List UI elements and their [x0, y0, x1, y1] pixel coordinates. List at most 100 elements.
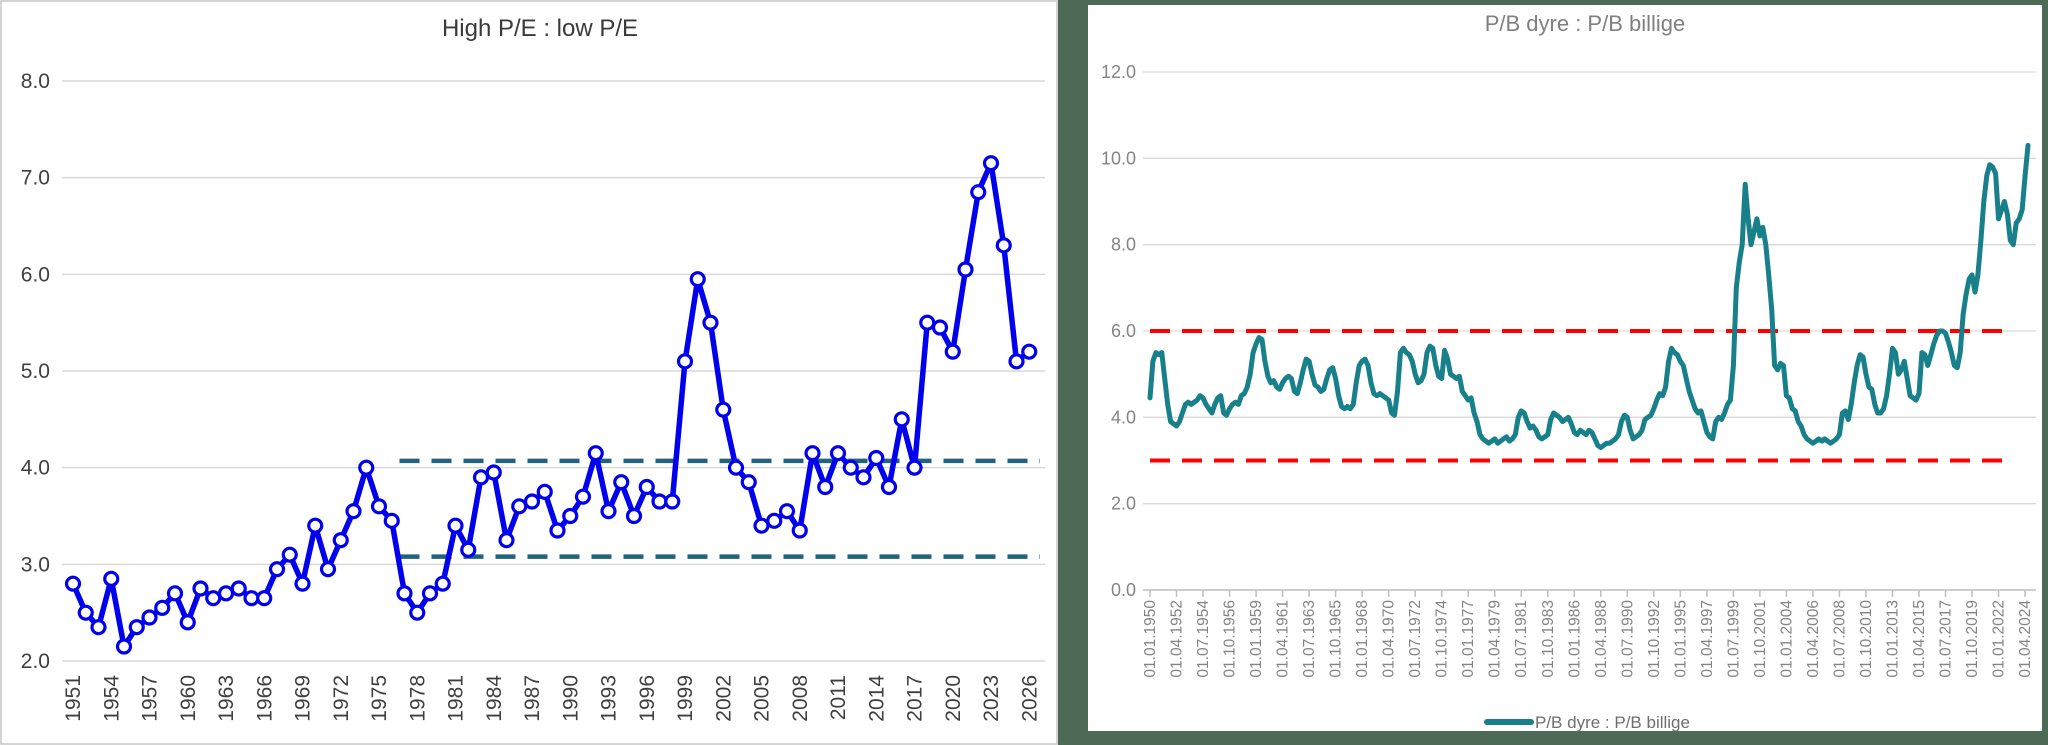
left-x-axis-labels: 1951 1954 1957 1960 1963 1966 1969 1972 1975 1978… — [62, 675, 1041, 722]
x-tick-label: 1984 — [483, 675, 506, 722]
data-point-marker — [740, 474, 757, 491]
x-tick-label: 01.04.1952 — [1169, 600, 1186, 678]
x-tick-label: 1987 — [521, 675, 544, 722]
data-point-marker — [791, 522, 808, 539]
x-tick-label: 2005 — [751, 675, 774, 722]
x-tick-label: 1978 — [406, 675, 429, 722]
data-point-marker — [523, 493, 541, 510]
x-tick-label: 1999 — [674, 675, 697, 722]
x-tick-label: 1951 — [62, 675, 85, 722]
x-tick-label: 01.10.2001 — [1752, 600, 1769, 678]
x-tick-label: 2026 — [1018, 675, 1041, 722]
data-point-marker — [128, 619, 145, 636]
data-point-marker — [625, 507, 643, 525]
data-point-marker — [651, 493, 668, 510]
left-chart-panel — [0, 0, 1058, 745]
data-point-marker — [472, 469, 490, 486]
x-tick-label: 1975 — [368, 675, 391, 722]
data-point-marker — [549, 522, 566, 539]
data-point-marker — [421, 585, 439, 602]
data-point-marker — [179, 614, 196, 631]
legend-label: P/B dyre : P/B billige — [1535, 713, 1690, 732]
data-point-marker — [842, 459, 859, 476]
data-point-marker — [268, 561, 286, 578]
data-point-marker — [893, 411, 910, 428]
x-tick-label: 01.07.1954 — [1195, 600, 1212, 678]
x-tick-label: 01.01.1995 — [1672, 600, 1689, 678]
x-tick-label: 2011 — [827, 675, 850, 720]
data-point-marker — [702, 314, 719, 331]
data-point-marker — [307, 517, 324, 534]
y-tick-label: 5.0 — [21, 360, 50, 383]
x-tick-label: 01.04.2006 — [1805, 600, 1822, 678]
x-tick-label: 1969 — [292, 675, 315, 722]
x-tick-label: 01.04.2015 — [1911, 600, 1928, 678]
x-tick-label: 01.07.1972 — [1407, 600, 1424, 678]
data-point-marker — [906, 459, 923, 476]
y-tick-label: 12.0 — [1101, 62, 1136, 82]
x-tick-label: 1990 — [559, 675, 582, 722]
data-point-marker — [166, 585, 184, 602]
y-tick-label: 3.0 — [21, 553, 50, 576]
right-y-axis-labels: 12.0 10.0 8.0 6.0 4.0 2.0 0.0 — [1101, 62, 1136, 600]
x-tick-label: 01.07.2008 — [1831, 600, 1848, 678]
y-tick-label: 7.0 — [21, 167, 50, 190]
data-point-marker — [243, 590, 260, 607]
y-tick-label: 8.0 — [1111, 235, 1136, 255]
data-point-marker — [613, 474, 630, 491]
x-tick-label: 01.01.1959 — [1248, 600, 1265, 678]
left-reference-lines — [399, 458, 1040, 559]
x-tick-label: 1972 — [330, 675, 353, 722]
x-tick-label: 1966 — [253, 675, 276, 722]
data-point-marker — [230, 580, 247, 597]
data-point-marker — [817, 478, 834, 496]
y-tick-label: 4.0 — [21, 457, 50, 480]
x-tick-label: 01.01.1968 — [1354, 600, 1371, 678]
data-point-marker — [600, 503, 617, 520]
x-tick-label: 1981 — [445, 675, 468, 722]
data-point-marker — [931, 319, 949, 336]
pb-ratio-line — [1147, 142, 2031, 450]
x-tick-label: 01.10.2010 — [1858, 600, 1875, 678]
data-point-marker — [141, 609, 158, 626]
x-tick-label: 01.04.1961 — [1275, 600, 1292, 678]
data-point-marker — [256, 590, 273, 607]
data-point-marker — [447, 517, 464, 534]
data-point-marker — [358, 459, 375, 476]
data-point-marker — [205, 590, 222, 607]
data-point-marker — [919, 314, 936, 331]
data-point-marker — [192, 580, 209, 597]
data-point-marker — [880, 478, 898, 496]
x-tick-label: 01.10.1983 — [1540, 600, 1557, 678]
x-tick-label: 01.04.1979 — [1487, 600, 1504, 678]
x-tick-label: 2020 — [942, 675, 965, 722]
right-series — [1147, 142, 2031, 450]
data-point-marker — [689, 271, 706, 288]
data-point-marker — [829, 445, 847, 462]
x-tick-label: 01.10.1956 — [1222, 600, 1239, 678]
left-y-axis-labels: 8.0 7.0 6.0 5.0 4.0 3.0 2.0 — [21, 70, 50, 673]
left-gridlines — [62, 80, 1045, 662]
data-point-marker — [982, 155, 1000, 172]
y-tick-label: 0.0 — [1111, 580, 1136, 600]
y-tick-label: 6.0 — [21, 263, 50, 286]
data-point-marker — [154, 599, 171, 616]
data-point-marker — [995, 237, 1012, 254]
data-point-marker — [217, 585, 235, 602]
x-tick-label: 2002 — [712, 675, 735, 722]
data-point-marker — [115, 638, 133, 655]
right-legend: P/B dyre : P/B billige — [1484, 713, 1690, 732]
data-point-marker — [396, 585, 413, 602]
data-point-marker — [562, 507, 579, 525]
y-tick-label: 6.0 — [1111, 321, 1136, 341]
data-point-marker — [281, 546, 298, 563]
x-tick-label: 01.07.1963 — [1301, 600, 1318, 678]
x-tick-label: 01.01.1986 — [1566, 600, 1583, 678]
data-point-marker — [332, 532, 349, 549]
x-tick-label: 01.04.2024 — [2017, 600, 2034, 678]
x-tick-label: 01.07.1999 — [1725, 600, 1742, 678]
data-point-marker — [970, 184, 987, 201]
x-tick-label: 2017 — [904, 675, 927, 722]
